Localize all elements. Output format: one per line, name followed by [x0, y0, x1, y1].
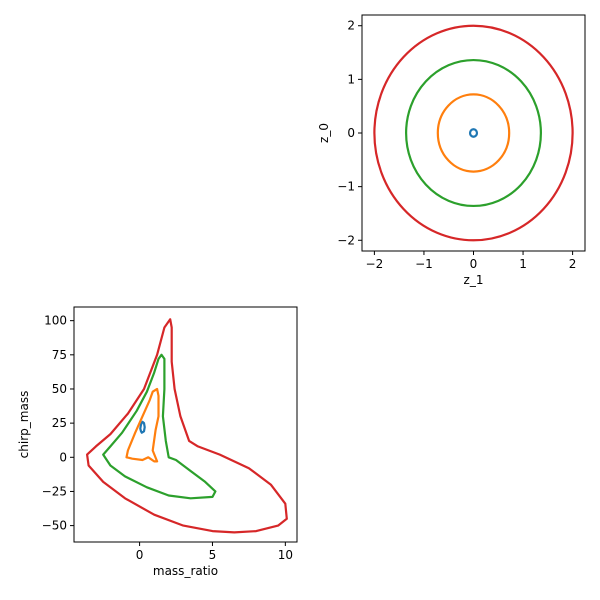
- y-tick-label: 0: [59, 450, 67, 464]
- series-0-curve: [468, 128, 479, 138]
- x-tick-label: 0: [136, 548, 144, 562]
- x-axis-label: mass_ratio: [153, 564, 218, 578]
- series-3-curve: [373, 24, 574, 242]
- top-right-axes: −2 −1 0 1 2 −2 −1 0 1 2 z_1 z_0: [317, 14, 586, 287]
- series-1-curve: [125, 387, 160, 463]
- series-1-curve: [436, 93, 511, 173]
- y-axis-label: chirp_mass: [17, 391, 31, 459]
- y-tick-label: 2: [347, 19, 355, 33]
- y-tick-label: −1: [337, 180, 355, 194]
- y-tick-label: 0: [347, 126, 355, 140]
- series-2-curve: [102, 353, 217, 500]
- y-ticks: −50 −25 0 25 50 75 100: [42, 314, 74, 533]
- circle-curves: [373, 24, 574, 242]
- y-tick-label: −50: [42, 519, 67, 533]
- x-tick-label: 1: [519, 257, 527, 271]
- x-ticks: −2 −1 0 1 2: [366, 251, 577, 271]
- series-0-curve: [139, 420, 146, 434]
- x-tick-label: −1: [415, 257, 433, 271]
- y-tick-label: 50: [52, 382, 67, 396]
- y-tick-label: 1: [347, 72, 355, 86]
- x-tick-label: 0: [470, 257, 478, 271]
- bottom-left-axes: 0 5 10 −50 −25 0 25 50 75 100 mass_ratio chirp_m…: [17, 306, 298, 578]
- series-2-curve: [405, 58, 542, 208]
- x-tick-label: 10: [278, 548, 293, 562]
- x-tick-label: 2: [569, 257, 577, 271]
- y-tick-label: −25: [42, 484, 67, 498]
- x-ticks: 0 5 10: [136, 542, 293, 562]
- axes-frame: [361, 14, 586, 252]
- axes-frame: [73, 306, 298, 543]
- x-tick-label: −2: [366, 257, 384, 271]
- y-tick-label: 25: [52, 416, 67, 430]
- series-3-curve: [86, 318, 288, 534]
- y-ticks: −2 −1 0 1 2: [337, 19, 362, 247]
- contour-curves: [86, 318, 288, 534]
- y-tick-label: 75: [52, 348, 67, 362]
- y-axis-label: z_0: [317, 123, 331, 143]
- y-tick-label: −2: [337, 233, 355, 247]
- y-tick-label: 100: [44, 314, 67, 328]
- x-tick-label: 5: [209, 548, 217, 562]
- x-axis-label: z_1: [464, 273, 484, 287]
